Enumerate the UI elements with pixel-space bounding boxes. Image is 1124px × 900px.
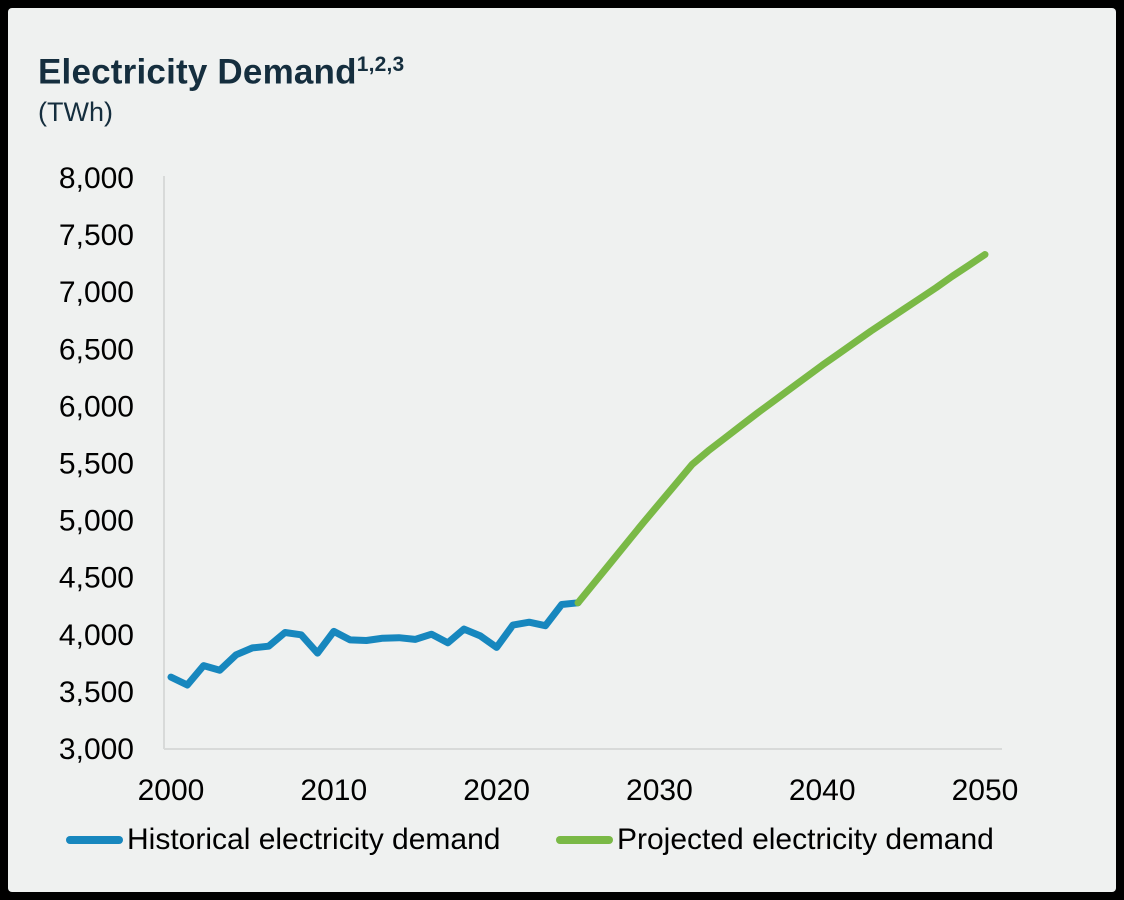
plot-area: 3,000 3,500 4,000 4,500 5,000 5,500 6,000 6,500… (59, 162, 1019, 807)
chart-title: Electricity Demand1,2,3 (38, 44, 404, 94)
legend-item-historical: Historical electricity demand (66, 820, 500, 860)
x-tick-label: 2020 (463, 774, 530, 807)
projected-legend-label: Projected electricity demand (617, 823, 994, 856)
chart-title-text: Electricity Demand (38, 52, 357, 92)
historical-demand-line (167, 599, 582, 689)
y-tick-label: 6,500 (59, 333, 134, 366)
y-tick-label: 6,000 (59, 390, 134, 423)
y-tick-label: 4,000 (59, 619, 134, 652)
x-tick-label: 2030 (626, 774, 693, 807)
y-tick-label: 5,000 (59, 505, 134, 538)
chart-canvas: Electricity Demand1,2,3 (TWh) 3,000 3,500… (8, 8, 1116, 892)
x-tick-label: 2000 (138, 774, 205, 807)
chart-unit-subtitle: (TWh) (38, 96, 113, 127)
y-tick-label: 7,500 (59, 219, 134, 252)
historical-legend-swatch (66, 836, 123, 844)
projected-demand-line (574, 251, 989, 607)
legend-item-projected: Projected electricity demand (556, 820, 994, 860)
y-tick-label: 5,500 (59, 448, 134, 481)
projected-legend-swatch (556, 836, 613, 844)
legend: Historical electricity demand Projected … (8, 820, 1116, 860)
title-block: Electricity Demand1,2,3 (TWh) (38, 44, 404, 128)
x-tick-label: 2050 (952, 774, 1019, 807)
x-tick-label: 2040 (789, 774, 856, 807)
y-tick-label: 7,000 (59, 276, 134, 309)
y-tick-label: 3,000 (59, 733, 134, 766)
historical-legend-label: Historical electricity demand (127, 823, 501, 856)
y-tick-label: 4,500 (59, 562, 134, 595)
y-tick-label: 8,000 (59, 162, 134, 195)
x-tick-label: 2010 (300, 774, 367, 807)
y-tick-label: 3,500 (59, 676, 134, 709)
title-superscript: 1,2,3 (356, 53, 405, 76)
